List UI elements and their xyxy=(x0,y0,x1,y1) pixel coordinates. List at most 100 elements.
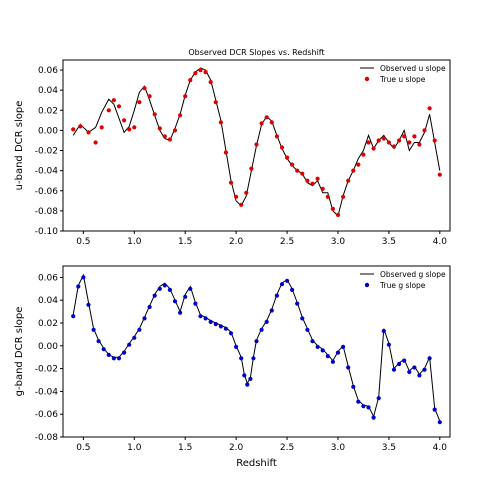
u-band-true-point xyxy=(366,140,371,145)
g-band-y-tick-label: -0.04 xyxy=(35,387,59,397)
u-band-x-tick-label: 1.0 xyxy=(127,237,142,247)
g-band-true-point xyxy=(391,367,397,372)
u-band-y-tick-label: 0.00 xyxy=(38,126,58,136)
g-band-true-point xyxy=(417,373,422,378)
u-band-true-point xyxy=(391,144,397,149)
u-band-true-point xyxy=(142,86,147,91)
u-band-true-point xyxy=(295,168,300,173)
u-band-true-point xyxy=(254,142,259,147)
u-band-true-point xyxy=(259,121,264,126)
u-band-true-point xyxy=(228,180,234,185)
g-band-true-point xyxy=(178,310,183,315)
u-band-true-point xyxy=(274,134,279,139)
g-band-true-point xyxy=(432,407,437,412)
u-band-true-point xyxy=(351,168,356,173)
g-band-legend: Observed g slope True g slope xyxy=(360,270,446,290)
u-band-x-tick-label: 3.0 xyxy=(331,237,346,247)
g-band-y-tick-label: -0.08 xyxy=(35,433,59,443)
u-band-true-point xyxy=(188,78,193,83)
u-band-true-point xyxy=(381,136,386,141)
g-band-true-point xyxy=(402,358,407,363)
u-band-true-point xyxy=(152,112,157,117)
u-band-true-point xyxy=(279,145,285,150)
u-band-true-point xyxy=(264,115,269,120)
u-band-y-tick-label: -0.02 xyxy=(35,147,58,157)
g-band-x-tick-label: 0.5 xyxy=(76,443,90,453)
u-band-true-point xyxy=(397,138,402,143)
g-band-true-point xyxy=(71,314,76,319)
g-band-true-point xyxy=(285,278,290,283)
u-band-x-tick-label: 2.5 xyxy=(280,237,294,247)
g-band-true-point xyxy=(152,293,157,298)
g-band-true-point xyxy=(251,356,256,361)
u-band-true-point xyxy=(422,128,427,133)
g-band-x-tick-label: 3.5 xyxy=(382,443,396,453)
g-band-true-point xyxy=(213,322,218,327)
g-band-true-point xyxy=(239,356,244,361)
u-band-y-tick-label: 0.02 xyxy=(38,106,58,116)
g-band-true-point xyxy=(96,339,101,344)
g-band-true-point xyxy=(81,275,86,280)
u-band-true-point xyxy=(432,138,437,143)
u-band-y-tick-label: -0.08 xyxy=(35,207,59,217)
g-band-true-point xyxy=(248,376,253,381)
u-band-legend-observed-label: Observed u slope xyxy=(380,64,446,73)
u-band-true-point xyxy=(78,124,83,129)
u-band-panel: 0.06 0.04 0.02 0.00 -0.02 -0.04 -0.06 -0.08 -0.1… xyxy=(14,59,451,247)
g-band-true-point xyxy=(381,328,386,334)
g-band-y-tick-label: -0.06 xyxy=(35,410,59,420)
g-band-true-point xyxy=(157,286,162,291)
u-band-y-tick-label: -0.10 xyxy=(35,227,59,237)
g-band-true-point xyxy=(198,314,203,319)
g-band-true-point xyxy=(397,361,402,367)
u-band-true-point xyxy=(122,118,127,123)
g-band-true-point xyxy=(330,359,335,364)
g-band-true-point xyxy=(147,304,152,310)
u-band-true-point xyxy=(213,100,218,105)
g-band-true-point xyxy=(101,347,106,352)
g-band-true-point xyxy=(320,348,325,353)
u-band-true-point xyxy=(305,178,310,183)
g-band-true-point xyxy=(137,327,142,332)
u-band-true-point xyxy=(300,171,305,176)
u-band-true-point xyxy=(111,98,116,103)
g-band-x-tick-label: 2.0 xyxy=(229,443,244,453)
g-band-true-point xyxy=(371,415,376,420)
u-band-true-point xyxy=(193,71,198,76)
g-band-true-point xyxy=(203,316,208,321)
g-band-true-point xyxy=(422,367,427,372)
g-band-true-point xyxy=(366,405,371,410)
g-band-true-point xyxy=(86,302,91,307)
g-band-true-point xyxy=(269,308,274,313)
g-band-legend-true-label: True g slope xyxy=(379,281,426,290)
u-band-true-point xyxy=(106,108,111,113)
u-band-true-point xyxy=(239,202,244,207)
g-band-y-tick-label: 0.06 xyxy=(38,273,58,283)
u-band-true-point xyxy=(315,176,320,181)
g-band-true-point xyxy=(274,293,279,298)
g-band-true-point xyxy=(361,404,366,409)
u-band-true-point xyxy=(71,127,76,132)
g-band-x-tick-label: 2.5 xyxy=(280,443,294,453)
g-band-y-tick-label: 0.04 xyxy=(38,296,58,306)
u-band-true-point xyxy=(132,125,137,130)
g-band-true-point xyxy=(142,316,147,321)
g-band-y-tick-label: 0.00 xyxy=(38,342,58,352)
g-band-true-point xyxy=(208,319,213,324)
g-band-plot-frame xyxy=(62,265,451,438)
u-band-true-point xyxy=(325,194,330,199)
u-band-true-point xyxy=(244,190,249,195)
u-band-true-point xyxy=(86,130,91,135)
u-band-true-point xyxy=(361,152,366,157)
u-band-true-point xyxy=(167,137,172,142)
g-band-true-point xyxy=(91,327,96,332)
g-band-true-points-layer xyxy=(71,275,442,425)
u-band-plot-frame xyxy=(62,59,451,232)
u-band-legend: Observed u slope True u slope xyxy=(360,64,446,84)
g-band-true-point xyxy=(341,344,346,349)
u-band-true-point xyxy=(335,212,341,217)
u-band-true-point xyxy=(386,140,391,145)
u-band-true-point xyxy=(310,181,315,186)
g-band-true-point xyxy=(351,384,356,389)
